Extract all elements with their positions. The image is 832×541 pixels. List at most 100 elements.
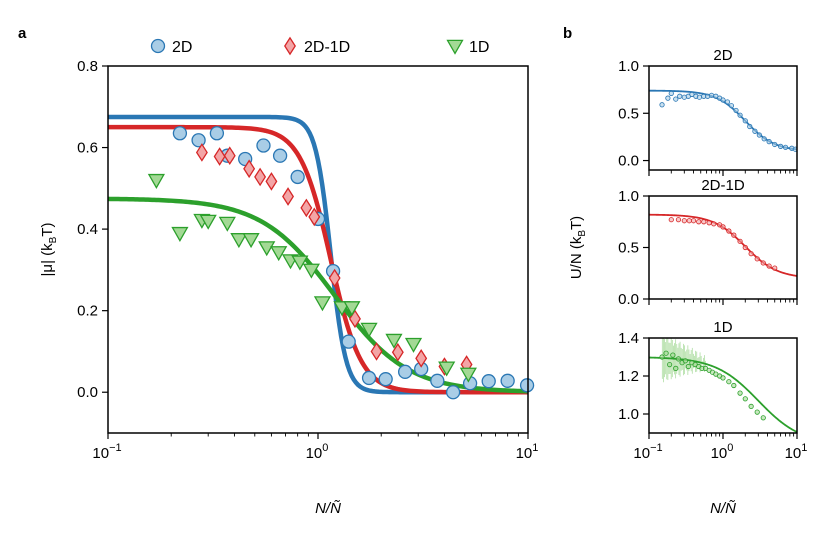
data-point-1d [438,361,456,377]
sub-2d-data-point [756,132,762,138]
sub-1d-data-point [754,409,760,415]
main-x-tick-label: 101 [516,442,539,462]
legend-marker-1d [446,39,464,55]
sub-2d-data-point [782,144,789,150]
sub-2d-data-point [772,141,778,148]
sub-2d-1d-points [668,217,778,271]
main-y-tick-label: 0.8 [77,58,98,75]
subplot-1d: 1D 1.0 1.2 1.4 10−1 100 101 N/Ñ [618,319,807,517]
sub-y-axis-label: U/N (kBT) [568,216,588,279]
main-y-tick-label: 0.6 [77,140,98,157]
legend-label-2d-1d: 2D-1D [304,39,350,56]
data-point-1d [147,173,165,189]
sub-2d-y-tick-label: 0.5 [618,105,639,122]
data-point-2d-1d [195,143,208,162]
data-point-2d [519,378,535,393]
sub-2d-1d-y-tick-label: 1.0 [618,188,639,205]
sub-1d-data-point [748,403,754,409]
sub-1d-data-point [670,352,676,358]
sub-2d-data-point [728,103,735,109]
data-point-1d [404,337,423,353]
data-point-1d [302,263,320,279]
data-point-1d [270,246,288,262]
sub-2d-1d-data-point [754,256,760,262]
sub-1d-data-point [682,358,688,364]
sub-1d-data-point [667,361,673,368]
sub-2d-data-point [733,107,739,114]
sub-2d-y-tick-label: 1.0 [618,58,639,75]
main-fit-curves [108,114,528,395]
data-point-1d [230,233,248,249]
data-point-2d [191,133,206,148]
sub-2d-data-point [752,128,758,134]
fit-curve-2d [108,114,528,395]
sub-2d-1d-data-point [720,224,726,230]
sub-2d-points [659,90,797,152]
sub-2d-data-point [777,143,784,149]
sub-2d-data-point [696,94,703,100]
sub-2d-1d-axes-frame [648,195,798,300]
sub-2d-1d-y-tick-label: 0.5 [618,240,639,257]
sub-1d-data-point [675,356,682,362]
sub-x-axis-label: N/Ñ [710,500,736,517]
series-2d-1d [195,143,473,376]
sub-1d-x-tick-label: 10−1 [633,442,662,462]
sub-1d-x-tick-label: 101 [785,442,808,462]
sub-2d-1d-data-point [701,219,707,225]
sub-2d-1d-data-point [772,265,778,271]
sub-1d-plot-area [649,338,797,433]
legend: 2D 2D-1D 1D [150,36,489,56]
main-x-tick-label: 10−1 [92,442,121,462]
data-point-2d-1d [370,342,383,361]
data-point-1d [313,296,332,312]
fit-curve-1d [108,196,528,394]
data-point-2d [397,364,413,379]
data-point-1d [385,333,403,349]
data-point-2d [445,385,461,400]
sub-1d-data-point [659,354,665,360]
data-point-2d-1d [308,207,321,227]
data-point-2d-1d [243,159,256,179]
subplot-2d: 2D 0.0 0.5 1.0 [618,47,798,176]
sub-2d-data-point [665,95,671,101]
sub-2d-1d-data-point [711,221,717,227]
data-point-2d-1d [265,172,278,191]
sub-2d-1d-data-point [742,244,748,251]
data-point-1d [199,214,217,230]
main-axes-frame [107,65,529,434]
data-point-2d [430,373,445,388]
data-point-2d [172,126,188,141]
legend-marker-2d [150,38,166,54]
data-point-2d-1d [223,146,236,166]
sub-1d-fit-curve [649,356,797,433]
sub-2d-1d-data-point [686,218,692,224]
sub-2d-1d-data-point [726,228,732,234]
data-point-2d [256,138,271,153]
data-point-2d [378,372,393,387]
series-2d [172,126,535,400]
legend-label-2d: 2D [172,39,192,56]
sub-2d-data-point [761,136,767,142]
data-point-2d [361,370,377,386]
sub-2d-axes-frame [648,65,798,171]
sub-2d-1d-data-point [706,220,712,226]
sub-1d-data-point [760,415,766,421]
sub-1d-title: 1D [713,319,732,336]
subplot-2d-1d: 2D-1D 0.0 0.5 1.0 U/N (kBT) [568,177,798,308]
sub-1d-x-tick-label: 100 [711,442,734,462]
sub-2d-data-point [747,123,753,130]
data-point-2d-1d [282,187,295,206]
sub-1d-data-point [663,350,669,356]
sub-1d-data-point [673,365,679,371]
legend-marker-2d-1d [284,36,296,56]
sub-1d-data-point [726,379,732,385]
data-point-2d-1d [300,198,313,218]
sub-2d-data-point [792,146,797,152]
sub-2d-data-point [677,93,683,99]
main-x-axis-label: N/Ñ [315,500,341,517]
sub-1d-data-point [742,396,748,402]
sub-1d-axes-frame [648,337,798,434]
sub-2d-1d-title: 2D-1D [701,177,745,194]
sub-2d-data-point [742,118,748,124]
series-1d [147,173,477,383]
